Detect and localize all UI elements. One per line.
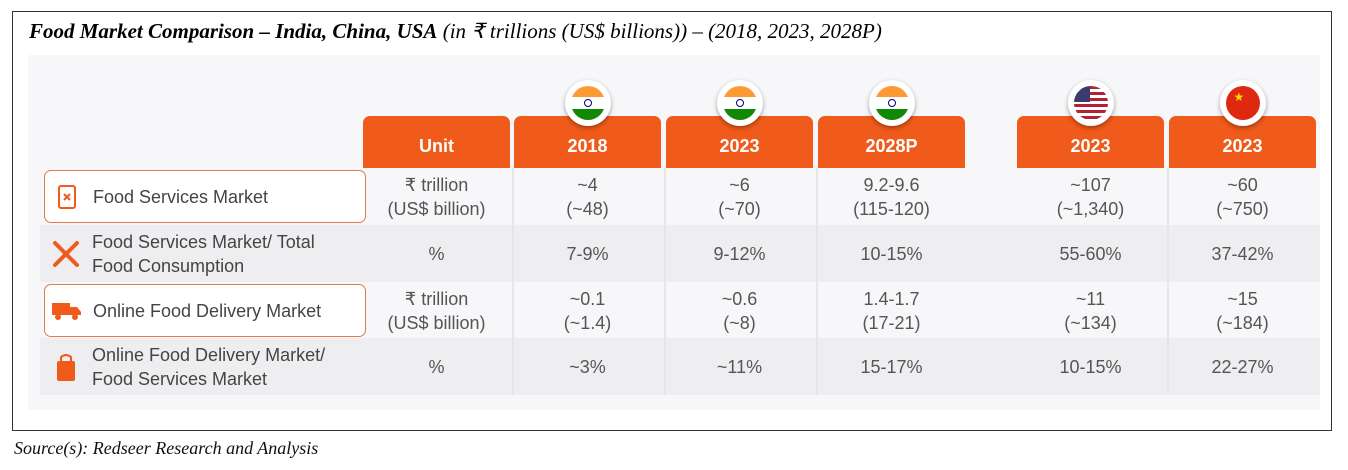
table-cell: ~11 (~134) xyxy=(1017,282,1164,339)
table-cell: 15-17% xyxy=(818,338,965,395)
china-flag-icon: ★ xyxy=(1219,80,1266,126)
cell-value: ~6 xyxy=(729,174,750,195)
cell-value: 55-60% xyxy=(1059,243,1122,264)
column-header-unit: Unit xyxy=(363,116,510,168)
table-cell: 9-12% xyxy=(666,225,813,282)
cell-value: ~0.1 xyxy=(569,288,606,309)
table-cell: ₹ trillion (US$ billion) xyxy=(363,282,510,339)
cell-value: 10-15% xyxy=(860,243,923,264)
cell-value: (~8) xyxy=(723,312,756,333)
cell-value: (~750) xyxy=(1216,198,1269,219)
cell-value: (~184) xyxy=(1216,312,1269,333)
table-cell: ~0.6 (~8) xyxy=(666,282,813,339)
delivery-truck-icon xyxy=(51,300,83,322)
india-flag-icon xyxy=(716,80,763,126)
table-row: Online Food Delivery Market/Food Service… xyxy=(40,338,1320,395)
row-label: Online Food Delivery Market xyxy=(44,284,366,337)
india-flag-icon xyxy=(868,80,915,126)
row-label-text: Online Food Delivery Market/Food Service… xyxy=(92,343,325,391)
cell-value: ~11 xyxy=(1075,288,1106,309)
cell-value: 37-42% xyxy=(1211,243,1274,264)
table-cell: ~0.1 (~1.4) xyxy=(514,282,661,339)
cell-value: ~107 xyxy=(1070,174,1111,195)
cell-value: 15-17% xyxy=(860,356,923,377)
row-label-line: Food Services Market/ Total xyxy=(92,231,315,252)
table-cell: 7-9% xyxy=(514,225,661,282)
table-cell: ~107 (~1,340) xyxy=(1017,168,1164,225)
cell-value: (US$ billion) xyxy=(387,198,486,219)
table-row: Online Food Delivery Market ₹ trillion (US… xyxy=(40,282,1320,339)
cell-value: ~3% xyxy=(569,356,606,377)
cell-value: (US$ billion) xyxy=(387,312,486,333)
cell-value: % xyxy=(428,356,445,377)
table-cell: 22-27% xyxy=(1169,338,1316,395)
column-header-2023: 2023 xyxy=(666,116,813,168)
cell-value: 9-12% xyxy=(713,243,766,264)
row-label: Online Food Delivery Market/Food Service… xyxy=(44,338,366,395)
column-separator xyxy=(664,168,666,395)
row-label-line: Food Services Market xyxy=(93,186,269,207)
column-separator xyxy=(1167,168,1169,395)
row-label-line: Food Consumption xyxy=(92,255,245,276)
table-row: Food Services Market ₹ trillion (US$ billi… xyxy=(40,168,1320,225)
cell-value: ₹ trillion xyxy=(404,288,469,309)
cell-value: ~11% xyxy=(716,356,763,377)
cell-value: (115-120) xyxy=(853,198,930,219)
row-label: Food Services Market xyxy=(44,170,366,223)
fork-knife-icon xyxy=(50,239,82,269)
row-label: Food Services Market/ Total Food Consumpt… xyxy=(44,225,366,282)
cell-value: ~60 xyxy=(1227,174,1258,195)
column-separator xyxy=(512,168,514,395)
cell-value: (~70) xyxy=(718,198,761,219)
table-cell: ~3% xyxy=(514,338,661,395)
row-label-line: Food Services Market xyxy=(92,368,268,389)
cell-value: 10-15% xyxy=(1059,356,1122,377)
table-cell: ~6 (~70) xyxy=(666,168,813,225)
cell-value: ₹ trillion xyxy=(404,174,469,195)
table-cell: 55-60% xyxy=(1017,225,1164,282)
cell-value: 22-27% xyxy=(1211,356,1274,377)
table-cell: 10-15% xyxy=(1017,338,1164,395)
figure-title: Food Market Comparison – India, China, U… xyxy=(29,19,882,44)
table-cell: % xyxy=(363,338,510,395)
table-cell: 9.2-9.6 (115-120) xyxy=(818,168,965,225)
cell-value: (~134) xyxy=(1064,312,1117,333)
cell-value: 7-9% xyxy=(566,243,609,264)
table-cell: 10-15% xyxy=(818,225,965,282)
cell-value: (~48) xyxy=(566,198,609,219)
table-cell: ₹ trillion (US$ billion) xyxy=(363,168,510,225)
title-main: Food Market Comparison – India, China, U… xyxy=(29,19,438,43)
cell-value: ~15 xyxy=(1227,288,1258,309)
table-cell: % xyxy=(363,225,510,282)
cell-value: ~4 xyxy=(577,174,598,195)
row-label-line: Online Food Delivery Market/ xyxy=(92,344,326,365)
row-label-line: Online Food Delivery Market xyxy=(93,300,322,321)
source-note: Source(s): Redseer Research and Analysis xyxy=(14,438,319,458)
table-cell: 37-42% xyxy=(1169,225,1316,282)
cell-value: ~0.6 xyxy=(721,288,758,309)
cell-value: 1.4-1.7 xyxy=(863,288,920,309)
row-label-text: Food Services Market/ Total Food Consumpt… xyxy=(92,230,315,278)
cell-value: 9.2-9.6 xyxy=(863,174,920,195)
row-label-text: Food Services Market xyxy=(93,185,268,209)
table-cell: ~4 (~48) xyxy=(514,168,661,225)
usa-flag-icon xyxy=(1067,80,1114,126)
cell-value: (~1,340) xyxy=(1056,198,1125,219)
table-row: Food Services Market/ Total Food Consumpt… xyxy=(40,225,1320,282)
cell-value: (17-21) xyxy=(862,312,921,333)
cell-value: % xyxy=(428,243,445,264)
receipt-icon xyxy=(51,184,83,210)
table-cell: 1.4-1.7 (17-21) xyxy=(818,282,965,339)
table-cell: ~11% xyxy=(666,338,813,395)
table-cell: ~60 (~750) xyxy=(1169,168,1316,225)
cell-value: (~1.4) xyxy=(563,312,612,333)
india-flag-icon xyxy=(564,80,611,126)
title-units: (in ₹ trillions (US$ billions)) – (2018,… xyxy=(437,19,882,43)
table-cell: ~15 (~184) xyxy=(1169,282,1316,339)
column-separator xyxy=(816,168,818,395)
row-label-text: Online Food Delivery Market xyxy=(93,299,321,323)
food-bag-icon xyxy=(50,352,82,382)
